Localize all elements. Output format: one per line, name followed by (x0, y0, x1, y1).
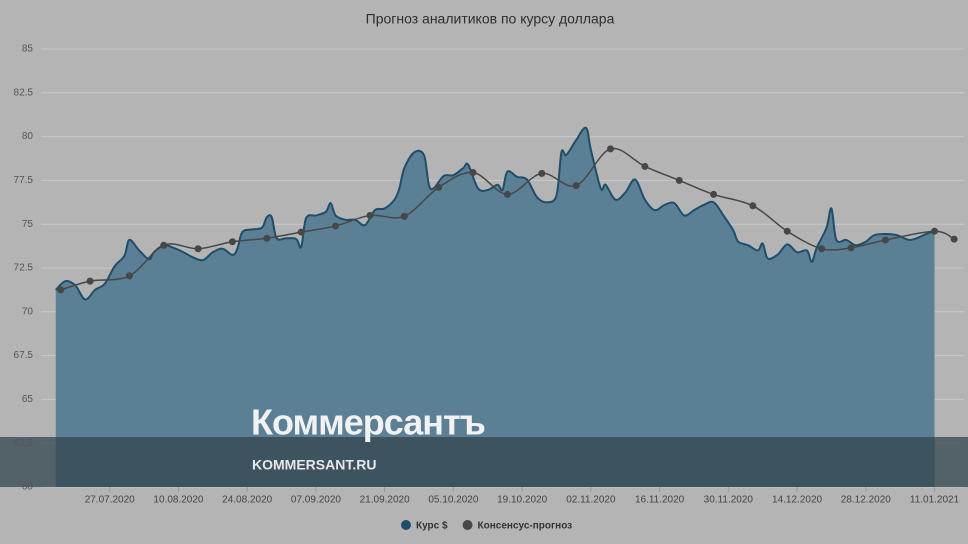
x-tick-label: 10.08.2020 (153, 495, 203, 506)
course-line (55, 126, 935, 301)
x-tick-label: 05.10.2020 (428, 495, 478, 506)
legend-label: Курс $ (416, 521, 448, 532)
consensus-point (538, 169, 546, 177)
y-tick-label: 77.5 (14, 175, 34, 186)
axes: 60 62.5 65 67.5 70 72.5 75 77.5 80 82.5 85 27.07.20… (14, 44, 960, 506)
x-tick-label: 11.01.2021 (910, 495, 960, 506)
y-tick-label: 67.5 (14, 350, 34, 361)
y-tick-label: 62.5 (14, 438, 34, 449)
consensus-point (86, 277, 94, 285)
consensus-point (847, 244, 855, 252)
consensus-point (332, 222, 340, 230)
consensus-point (710, 190, 718, 198)
x-tick-label: 07.09.2020 (291, 495, 341, 506)
consensus-point (194, 245, 202, 253)
consensus-point (749, 202, 757, 210)
consensus-point (641, 162, 649, 170)
x-tick-label: 14.12.2020 (772, 495, 822, 506)
consensus-point (931, 227, 939, 235)
watermark-site: KOMMERSANT.RU (252, 457, 376, 473)
consensus-point (228, 238, 236, 246)
consensus-point (297, 228, 305, 236)
y-tick-label: 82.5 (14, 87, 34, 98)
x-tick-label: 02.11.2020 (566, 495, 616, 506)
y-tick-label: 85 (22, 44, 34, 55)
watermark-brand: Коммерсантъ (251, 402, 485, 443)
consensus-point (435, 183, 443, 191)
consensus-point (125, 272, 133, 280)
course-area (55, 127, 935, 488)
legend: Курс $ Консенсус-прогноз (401, 520, 572, 532)
y-tick-label: 70 (22, 306, 34, 317)
plot (55, 126, 958, 488)
x-tick-label: 21.09.2020 (360, 495, 410, 506)
consensus-point (572, 182, 580, 190)
x-tick-label: 19.10.2020 (497, 495, 547, 506)
legend-marker (401, 520, 411, 530)
consensus-point (503, 190, 511, 198)
consensus-point (675, 176, 683, 184)
consensus-point (607, 145, 615, 153)
consensus-point (881, 236, 889, 244)
x-tick-label: 28.12.2020 (841, 495, 891, 506)
x-tick-label: 30.11.2020 (704, 495, 754, 506)
legend-label: Консенсус-прогноз (478, 521, 573, 532)
y-tick-label: 60 (22, 482, 34, 493)
consensus-point (366, 211, 374, 219)
consensus-point (783, 227, 791, 235)
consensus-point (818, 245, 826, 253)
x-tick-label: 27.07.2020 (85, 495, 135, 506)
consensus-point (400, 212, 408, 220)
y-tick-label: 65 (22, 394, 34, 405)
consensus-point (950, 235, 958, 243)
x-tick-label: 16.11.2020 (635, 495, 685, 506)
consensus-point (263, 234, 271, 242)
chart-title: Прогноз аналитиков по курсу доллара (366, 11, 615, 27)
consensus-point (57, 286, 65, 294)
y-tick-label: 72.5 (14, 263, 34, 274)
x-tick-label: 24.08.2020 (222, 495, 272, 506)
y-tick-label: 75 (22, 219, 34, 230)
consensus-point (469, 169, 477, 177)
y-tick-label: 80 (22, 131, 34, 142)
watermark-band (0, 437, 968, 487)
consensus-point (160, 241, 168, 249)
legend-marker (462, 520, 473, 530)
